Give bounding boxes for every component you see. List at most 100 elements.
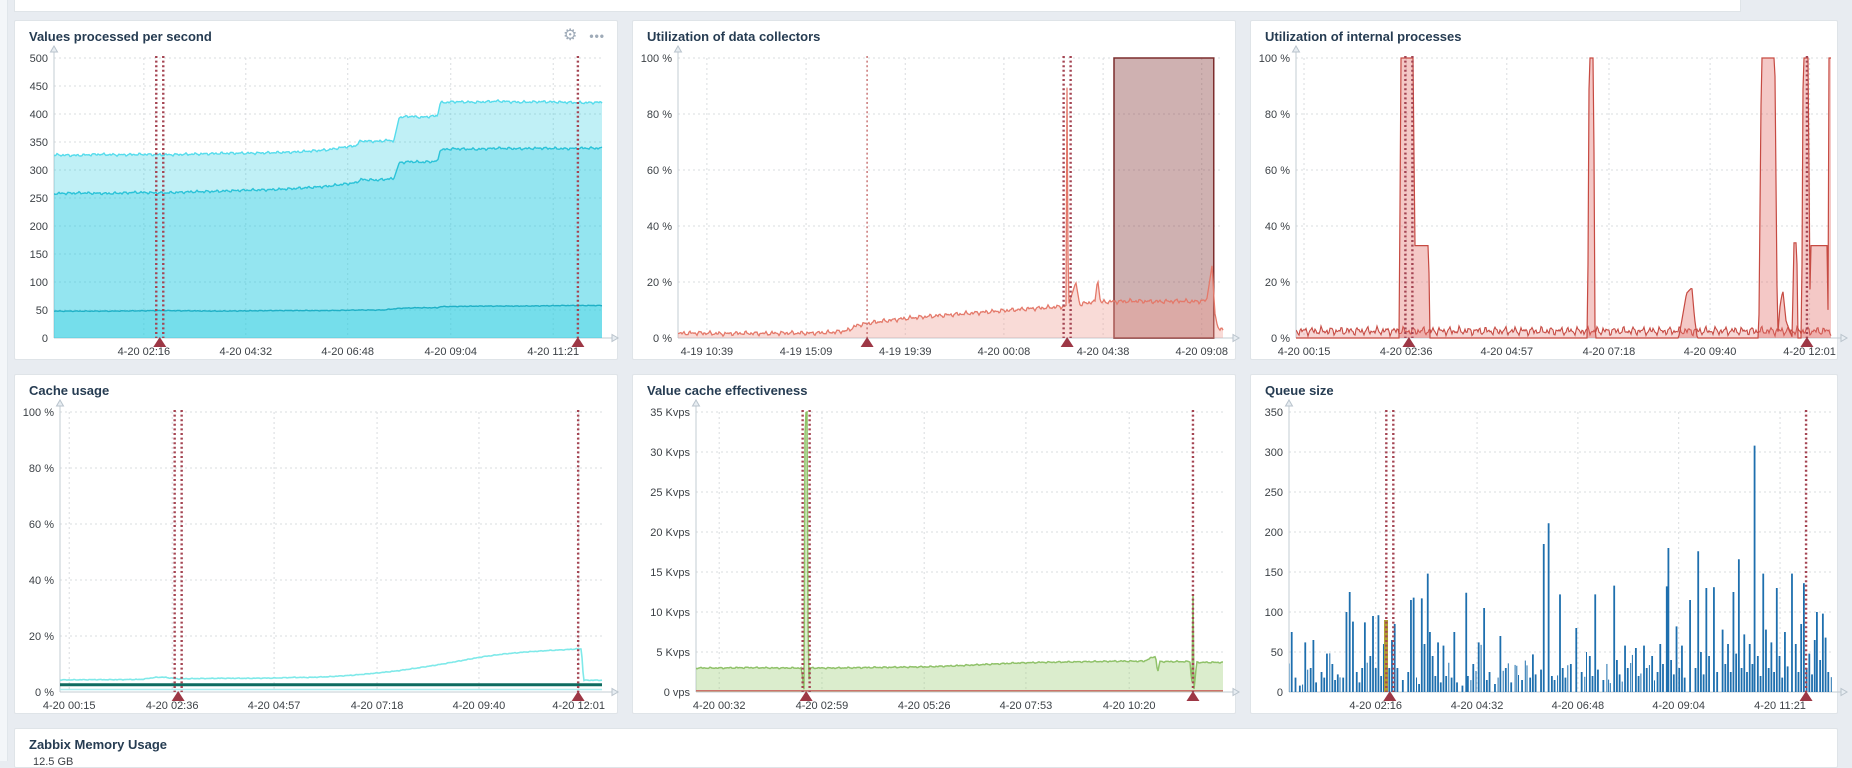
widget-zabbix-memory-usage: Zabbix Memory Usage 12.5 GB <box>14 728 1838 768</box>
svg-text:20 %: 20 % <box>29 631 54 643</box>
chart-canvas[interactable]: 0 % 20 % 40 % 60 % 80 % 100 % 4-19 10:39 4-19 1… <box>633 21 1240 359</box>
svg-text:80 %: 80 % <box>1265 109 1290 121</box>
svg-text:4-20 04:57: 4-20 04:57 <box>248 700 301 712</box>
widget-actions: ⚙ ••• <box>563 28 605 44</box>
svg-text:40 %: 40 % <box>647 221 672 233</box>
svg-text:4-20 00:08: 4-20 00:08 <box>978 346 1031 358</box>
svg-text:4-20 12:01: 4-20 12:01 <box>1783 346 1836 358</box>
svg-text:25 Kvps: 25 Kvps <box>650 487 690 499</box>
svg-text:0 %: 0 % <box>653 333 672 345</box>
svg-text:150: 150 <box>30 249 48 261</box>
svg-text:4-19 19:39: 4-19 19:39 <box>879 346 932 358</box>
svg-text:400: 400 <box>30 109 48 121</box>
widget-title: Utilization of internal processes <box>1265 29 1462 44</box>
svg-text:0: 0 <box>1277 687 1283 699</box>
svg-text:20 %: 20 % <box>1265 277 1290 289</box>
widget-value-cache-effectiveness: Value cache effectiveness 0 vps 5 Kvps 10 … <box>632 374 1240 714</box>
svg-text:4-20 12:01: 4-20 12:01 <box>552 700 605 712</box>
svg-text:150: 150 <box>1265 567 1283 579</box>
svg-text:100: 100 <box>30 277 48 289</box>
svg-text:4-19 10:39: 4-19 10:39 <box>681 346 734 358</box>
svg-text:300: 300 <box>1265 447 1283 459</box>
svg-text:5 Kvps: 5 Kvps <box>656 647 690 659</box>
svg-text:80 %: 80 % <box>647 109 672 121</box>
chart-canvas[interactable]: 0 % 20 % 40 % 60 % 80 % 100 % 4-20 00:15 4-20 0… <box>15 375 619 713</box>
widget-cache-usage: Cache usage 0 % 20 % 40 % 60 % 80 % 100 % 4-20… <box>14 374 619 714</box>
svg-text:4-20 02:16: 4-20 02:16 <box>1349 700 1402 712</box>
svg-text:4-20 02:59: 4-20 02:59 <box>796 700 849 712</box>
svg-text:30 Kvps: 30 Kvps <box>650 447 690 459</box>
svg-text:15 Kvps: 15 Kvps <box>650 567 690 579</box>
svg-text:4-19 15:09: 4-19 15:09 <box>780 346 833 358</box>
svg-text:4-20 02:16: 4-20 02:16 <box>118 346 171 358</box>
svg-text:10 Kvps: 10 Kvps <box>650 607 690 619</box>
svg-text:4-20 09:04: 4-20 09:04 <box>1652 700 1705 712</box>
svg-text:4-20 02:36: 4-20 02:36 <box>146 700 199 712</box>
partial-axis-label: 12.5 GB <box>33 756 74 768</box>
svg-text:350: 350 <box>1265 407 1283 419</box>
chart-canvas[interactable]: 0 50 100 150 200 250 300 350 4-20 02:16 4-20 04:3… <box>1251 375 1848 713</box>
svg-text:250: 250 <box>1265 487 1283 499</box>
svg-text:100 %: 100 % <box>23 407 54 419</box>
svg-text:4-20 09:40: 4-20 09:40 <box>453 700 506 712</box>
svg-text:200: 200 <box>1265 527 1283 539</box>
svg-text:500: 500 <box>30 53 48 65</box>
svg-text:100 %: 100 % <box>641 53 672 65</box>
svg-text:100 %: 100 % <box>1259 53 1290 65</box>
svg-text:450: 450 <box>30 81 48 93</box>
svg-text:50: 50 <box>1271 647 1283 659</box>
svg-text:4-20 11:21: 4-20 11:21 <box>527 346 579 358</box>
svg-text:80 %: 80 % <box>29 463 54 475</box>
widget-utilization-internal-processes: Utilization of internal processes 0 % 20 … <box>1250 20 1848 360</box>
widget-values-per-second: Values processed per second ⚙ ••• 0 50 100… <box>14 20 619 360</box>
svg-text:4-20 00:15: 4-20 00:15 <box>1278 346 1331 358</box>
svg-text:300: 300 <box>30 165 48 177</box>
svg-text:4-20 04:32: 4-20 04:32 <box>1451 700 1504 712</box>
chart-canvas[interactable]: 0 vps 5 Kvps 10 Kvps 15 Kvps 20 Kvps 25 Kvps 3… <box>633 375 1240 713</box>
svg-text:4-20 09:08: 4-20 09:08 <box>1175 346 1228 358</box>
svg-text:4-20 05:26: 4-20 05:26 <box>898 700 951 712</box>
widget-title: Cache usage <box>29 383 110 398</box>
chart-canvas[interactable]: 0 % 20 % 40 % 60 % 80 % 100 % 4-20 00:15 4-20 0… <box>1251 21 1848 359</box>
svg-text:60 %: 60 % <box>647 165 672 177</box>
left-partial-widget-edge <box>0 0 8 761</box>
widget-title: Zabbix Memory Usage <box>29 737 167 752</box>
svg-text:0 vps: 0 vps <box>664 687 691 699</box>
svg-text:35 Kvps: 35 Kvps <box>650 407 690 419</box>
svg-text:4-20 06:48: 4-20 06:48 <box>1552 700 1605 712</box>
widget-title: Values processed per second <box>29 29 212 44</box>
svg-text:4-20 07:18: 4-20 07:18 <box>1583 346 1636 358</box>
svg-text:4-20 09:04: 4-20 09:04 <box>424 346 477 358</box>
widget-title: Queue size <box>1265 383 1334 398</box>
svg-text:250: 250 <box>30 193 48 205</box>
svg-text:60 %: 60 % <box>29 519 54 531</box>
svg-text:4-20 00:15: 4-20 00:15 <box>43 700 96 712</box>
svg-text:100: 100 <box>1265 607 1283 619</box>
svg-text:40 %: 40 % <box>1265 221 1290 233</box>
top-partial-widget-row <box>14 0 1741 12</box>
widget-queue-size: Queue size 0 50 100 150 200 250 300 350 4-20 02:… <box>1250 374 1848 714</box>
chart-canvas[interactable]: 0 50 100 150 200 250 300 350 400 450 500 4-20 02:16… <box>15 21 619 359</box>
gear-icon[interactable]: ⚙ <box>563 27 578 44</box>
svg-text:4-20 07:53: 4-20 07:53 <box>1000 700 1053 712</box>
svg-text:60 %: 60 % <box>1265 165 1290 177</box>
svg-text:0 %: 0 % <box>35 687 54 699</box>
svg-text:4-20 04:38: 4-20 04:38 <box>1077 346 1130 358</box>
svg-text:4-20 09:40: 4-20 09:40 <box>1684 346 1737 358</box>
ellipsis-menu-icon[interactable]: ••• <box>589 29 605 43</box>
svg-text:0: 0 <box>42 333 48 345</box>
svg-text:20 Kvps: 20 Kvps <box>650 527 690 539</box>
svg-text:4-20 10:20: 4-20 10:20 <box>1103 700 1156 712</box>
svg-text:50: 50 <box>36 305 48 317</box>
svg-text:4-20 06:48: 4-20 06:48 <box>321 346 374 358</box>
svg-text:4-20 00:32: 4-20 00:32 <box>693 700 746 712</box>
svg-text:4-20 07:18: 4-20 07:18 <box>351 700 404 712</box>
svg-text:350: 350 <box>30 137 48 149</box>
svg-text:40 %: 40 % <box>29 575 54 587</box>
svg-text:4-20 04:32: 4-20 04:32 <box>219 346 272 358</box>
widget-title: Value cache effectiveness <box>647 383 808 398</box>
widget-title: Utilization of data collectors <box>647 29 821 44</box>
svg-text:4-20 11:21: 4-20 11:21 <box>1754 700 1806 712</box>
svg-text:4-20 02:36: 4-20 02:36 <box>1380 346 1433 358</box>
svg-text:20 %: 20 % <box>647 277 672 289</box>
